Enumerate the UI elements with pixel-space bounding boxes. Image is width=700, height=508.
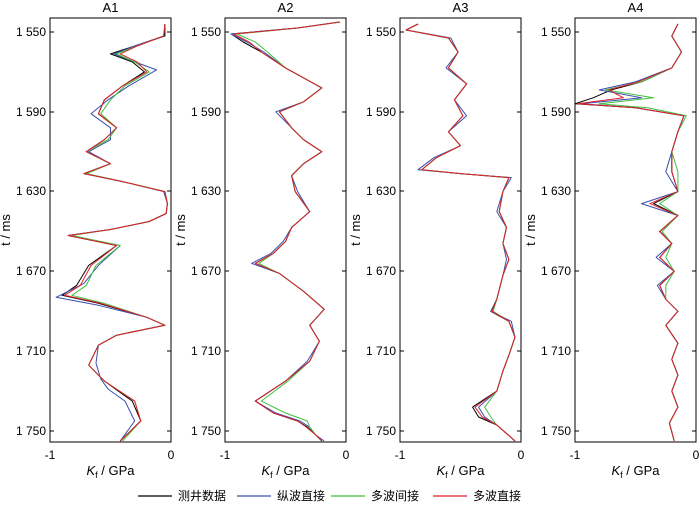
x-axis-label-unit: / GPa (623, 463, 661, 478)
y-tick-label: 1 550 (541, 25, 571, 39)
plot-frame (49, 17, 172, 443)
x-axis-label-unit: / GPa (448, 463, 486, 478)
y-axis-label: t / ms (0, 214, 13, 246)
y-tick-label: 1 590 (541, 105, 571, 119)
series-line-2 (580, 23, 685, 442)
series-line-4 (405, 23, 516, 442)
series-line-3 (405, 23, 516, 442)
legend-label-3: 多波间接 (371, 488, 419, 503)
x-axis-label-subscript: f (445, 470, 448, 480)
y-tick-label: 1 630 (191, 184, 221, 198)
x-axis-label-subscript: f (270, 470, 273, 480)
x-axis-label-unit: / GPa (98, 463, 136, 478)
x-axis-label-symbol: K (86, 463, 96, 478)
x-axis-label-symbol: K (436, 463, 446, 478)
legend-label-4: 多波直接 (473, 488, 521, 503)
y-axis-label: t / ms (348, 214, 363, 246)
plot-frame (399, 17, 522, 443)
x-tick-label: 0 (693, 448, 700, 462)
y-tick-label: 1 670 (541, 264, 571, 278)
x-tick-label: -1 (570, 448, 581, 462)
chart-panel-1: A1 1 550 1 590 1 630 1 670 1 710 1 750 -1 0 t / m… (0, 0, 175, 480)
x-axis-label-subscript: f (620, 470, 623, 480)
y-tick-label: 1 630 (541, 184, 571, 198)
chart-panel-4: A4 1 550 1 590 1 630 1 670 1 710 1 750 -1 0 t / m… (523, 0, 700, 480)
y-tick-label: 1 670 (366, 264, 396, 278)
x-axis-label-symbol: K (261, 463, 271, 478)
series-line-1 (405, 23, 516, 442)
x-tick-label: 0 (343, 448, 350, 462)
series-line-2 (55, 23, 168, 442)
y-tick-label: 1 710 (191, 344, 221, 358)
x-axis-label-subscript: f (95, 470, 98, 480)
y-tick-label: 1 590 (191, 105, 221, 119)
plot-frame (224, 17, 347, 443)
y-tick-label: 1 670 (191, 264, 221, 278)
x-axis-label: Kf / GPa (86, 463, 135, 480)
series-line-4 (576, 23, 685, 442)
legend-label-2: 纵波直接 (277, 488, 325, 503)
y-tick-label: 1 710 (366, 344, 396, 358)
y-tick-label: 1 670 (16, 264, 46, 278)
x-axis-label: Kf / GPa (436, 463, 485, 480)
legend-label-1: 测井数据 (178, 488, 226, 503)
y-tick-label: 1 590 (366, 105, 396, 119)
y-tick-label: 1 550 (366, 25, 396, 39)
panel-title: A1 (103, 0, 119, 15)
series-line-4 (233, 21, 340, 442)
x-axis-label: Kf / GPa (261, 463, 310, 480)
chart-panel-3: A3 1 550 1 590 1 630 1 670 1 710 1 750 -1 0 t / m… (348, 0, 525, 480)
y-tick-label: 1 550 (191, 25, 221, 39)
series-line-1 (575, 23, 685, 442)
y-axis-label: t / ms (173, 214, 188, 246)
panel-title: A3 (453, 0, 469, 15)
x-tick-label: -1 (395, 448, 406, 462)
x-tick-label: -1 (220, 448, 231, 462)
panel-title: A2 (278, 0, 294, 15)
legend: 测井数据 纵波直接 多波间接 多波直接 (138, 488, 521, 503)
y-axis-label: t / ms (523, 214, 538, 246)
series-line-2 (405, 23, 516, 442)
y-tick-label: 1 750 (191, 424, 221, 438)
series-line-1 (230, 21, 340, 442)
x-tick-label: -1 (45, 448, 56, 462)
x-tick-label: 0 (518, 448, 525, 462)
y-tick-label: 1 750 (16, 424, 46, 438)
y-tick-label: 1 550 (16, 25, 46, 39)
x-axis-label-symbol: K (611, 463, 621, 478)
x-tick-label: 0 (168, 448, 175, 462)
y-tick-label: 1 750 (366, 424, 396, 438)
panel-title: A4 (628, 0, 644, 15)
y-tick-label: 1 710 (16, 344, 46, 358)
y-tick-label: 1 630 (366, 184, 396, 198)
series-line-1 (61, 24, 168, 442)
x-axis-label-unit: / GPa (273, 463, 311, 478)
y-tick-label: 1 630 (16, 184, 46, 198)
x-axis-label: Kf / GPa (611, 463, 660, 480)
y-tick-label: 1 710 (541, 344, 571, 358)
y-tick-label: 1 590 (16, 105, 46, 119)
series-line-2 (230, 21, 340, 442)
chart-panel-2: A2 1 550 1 590 1 630 1 670 1 710 1 750 -1 0 t / m… (173, 0, 350, 480)
y-tick-label: 1 750 (541, 424, 571, 438)
series-line-4 (64, 23, 168, 442)
plot-frame (574, 17, 697, 443)
